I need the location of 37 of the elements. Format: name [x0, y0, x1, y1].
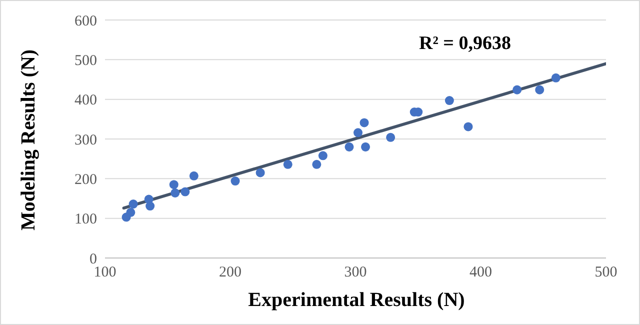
y-tick-label: 200 [74, 172, 97, 188]
point [386, 132, 396, 142]
x-tick-label: 400 [470, 264, 492, 281]
point [361, 142, 370, 152]
x-tick-label: 200 [219, 264, 242, 281]
y-tick-label: 500 [74, 52, 97, 69]
point [464, 122, 473, 132]
point [344, 142, 354, 152]
y-tick-label: 0 [90, 251, 97, 268]
annotation: R² = 0,9638 [419, 33, 511, 55]
point [170, 188, 180, 198]
point [189, 171, 198, 180]
x-tick-label: 100 [94, 264, 116, 281]
point [180, 187, 190, 196]
point [256, 168, 265, 178]
x-axis-title: Experimental Results (N) [247, 289, 466, 312]
point [444, 96, 454, 106]
y-axis-title: Modeling Results (N) [18, 49, 40, 231]
point [360, 118, 369, 128]
y-tick-label: 400 [74, 92, 97, 109]
point [551, 73, 560, 82]
point [353, 128, 363, 138]
y-tick-label: 600 [74, 13, 97, 30]
y-tick-label: 100 [74, 212, 97, 228]
point [146, 202, 155, 211]
x-tick-label: 500 [594, 264, 618, 281]
x-tick-label: 300 [344, 264, 367, 281]
y-tick-label: 300 [74, 132, 97, 148]
point [128, 200, 138, 209]
point [230, 176, 240, 186]
point [312, 160, 322, 169]
point [126, 208, 136, 217]
point [283, 160, 292, 169]
point [535, 85, 544, 94]
point [512, 85, 522, 94]
point [169, 180, 178, 190]
point [318, 151, 328, 160]
